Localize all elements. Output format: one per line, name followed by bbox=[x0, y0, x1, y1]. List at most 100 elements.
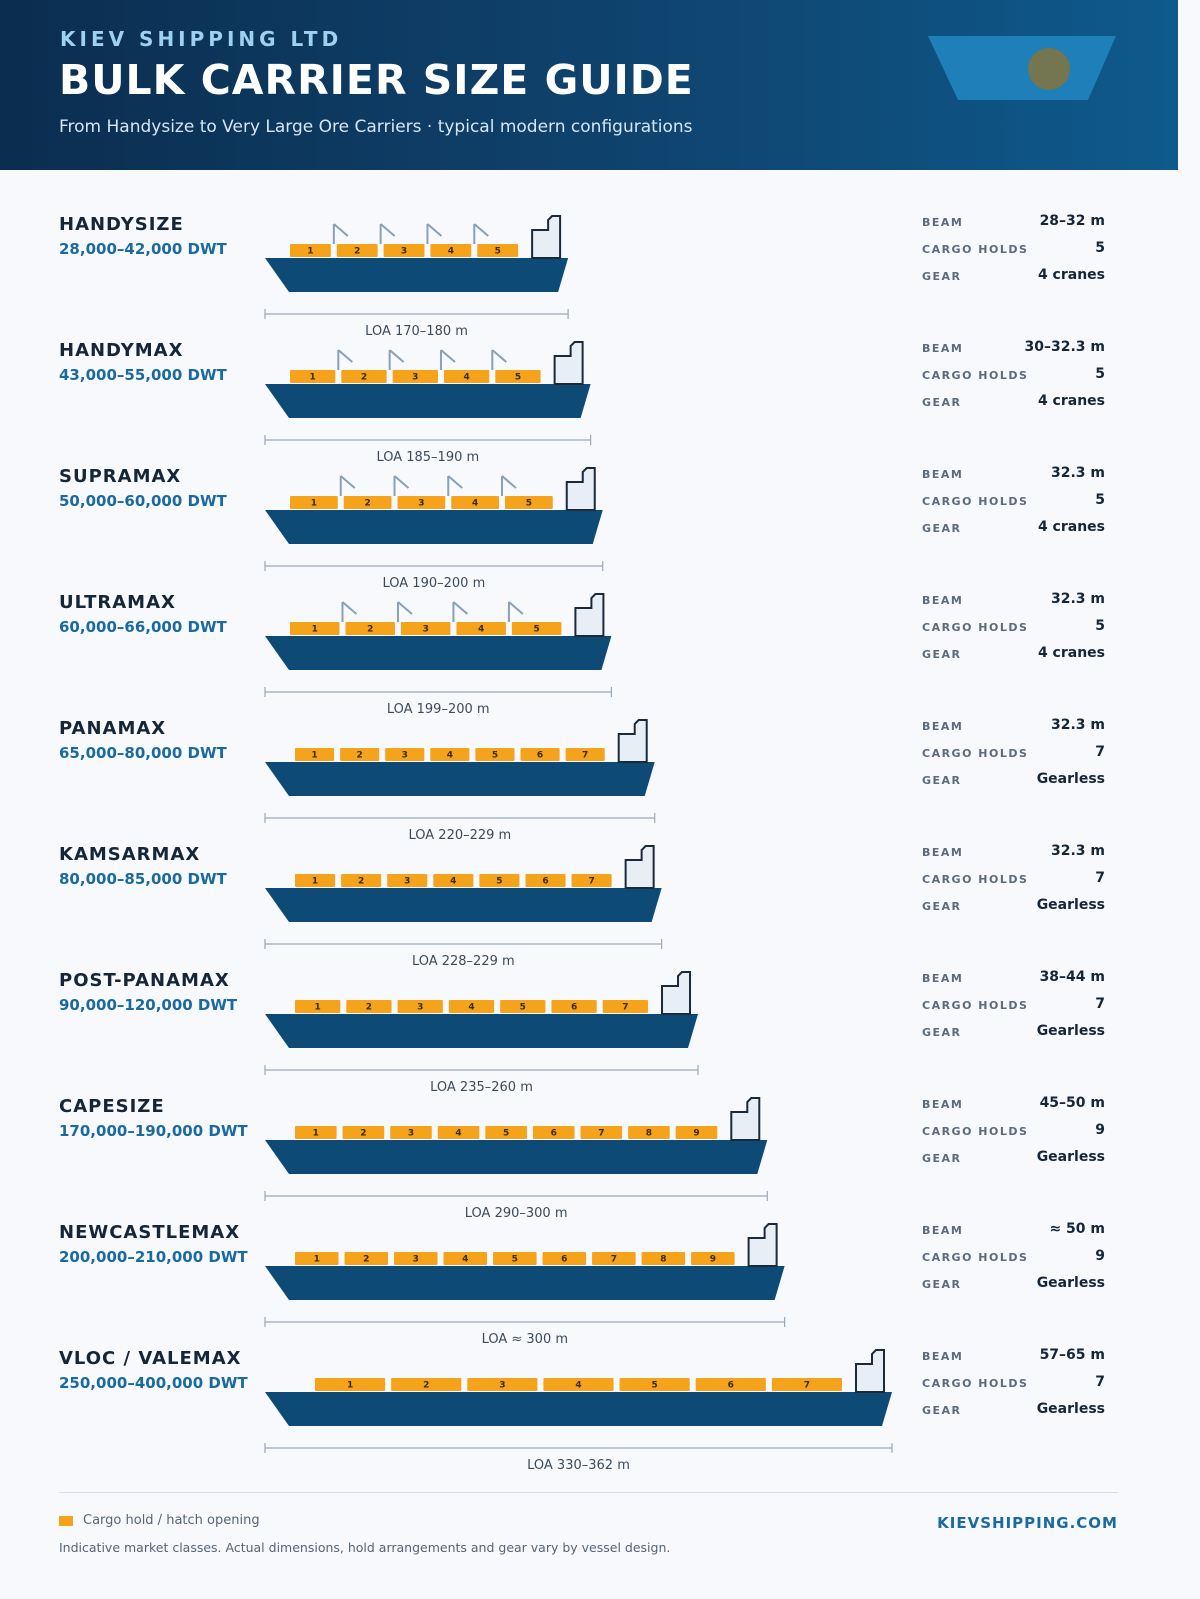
cargo-hold bbox=[532, 1126, 575, 1139]
cargo-hold bbox=[571, 874, 612, 887]
spec-value-beam: 32.3 m bbox=[1050, 717, 1105, 733]
cargo-hold bbox=[345, 622, 395, 635]
hold-number-label: 7 bbox=[622, 1003, 628, 1013]
cargo-hold bbox=[387, 874, 428, 887]
crane-jib bbox=[473, 223, 489, 237]
spec-value-gear: 4 cranes bbox=[1037, 519, 1105, 535]
hold-number-label: 3 bbox=[413, 1255, 419, 1265]
crane-jib bbox=[501, 475, 517, 489]
cargo-hold bbox=[551, 1000, 597, 1013]
hold-number-label: 1 bbox=[311, 751, 317, 761]
cargo-hold bbox=[343, 496, 392, 509]
vessel-dwt-range: 90,000–120,000 DWT bbox=[59, 996, 238, 1014]
spec-label-gear: GEAR bbox=[922, 396, 962, 409]
bridge-superstructure bbox=[553, 341, 584, 385]
vessel-class-name: VLOC / VALEMAX bbox=[59, 1348, 242, 1369]
hold-number-label: 2 bbox=[423, 1381, 429, 1391]
spec-label-gear: GEAR bbox=[922, 648, 962, 661]
cargo-hold bbox=[295, 1126, 337, 1139]
cargo-hold bbox=[336, 244, 378, 257]
hull-shape bbox=[265, 384, 591, 418]
spec-value-beam: 32.3 m bbox=[1050, 591, 1105, 607]
header-banner: KIEV SHIPPING LTD BULK CARRIER SIZE GUID… bbox=[0, 0, 1178, 170]
spec-value-holds: 7 bbox=[1095, 744, 1105, 760]
cargo-hold bbox=[525, 874, 566, 887]
cargo-hold bbox=[430, 244, 472, 257]
bridge-superstructure bbox=[661, 971, 692, 1015]
loa-label: LOA 290–300 m bbox=[465, 1206, 568, 1221]
cargo-hold bbox=[400, 622, 451, 635]
spec-label-beam: BEAM bbox=[922, 1350, 964, 1363]
cargo-hold bbox=[485, 1126, 527, 1139]
vessel-class-name: KAMSARMAX bbox=[59, 844, 201, 865]
spec-value-beam: 57–65 m bbox=[1039, 1347, 1105, 1363]
footnote: Indicative market classes. Actual dimens… bbox=[59, 1540, 671, 1555]
cargo-hold bbox=[448, 1000, 495, 1013]
crane-jib bbox=[452, 601, 469, 615]
brand-name: KIEV SHIPPING LTD bbox=[60, 27, 343, 51]
spec-label-holds: CARGO HOLDS bbox=[922, 369, 1029, 382]
hold-number-label: 2 bbox=[367, 625, 373, 635]
footer-divider bbox=[59, 1492, 1118, 1493]
crane-jib bbox=[447, 475, 463, 489]
crane-jib bbox=[379, 223, 396, 237]
hold-number-label: 5 bbox=[526, 499, 532, 509]
cargo-hold bbox=[520, 748, 560, 761]
vessel-dwt-range: 170,000–190,000 DWT bbox=[59, 1122, 248, 1140]
crane-jib bbox=[337, 349, 353, 363]
crane-jib bbox=[397, 601, 413, 615]
cargo-hold bbox=[451, 496, 499, 509]
cargo-hold bbox=[391, 1378, 462, 1391]
cargo-hold bbox=[691, 1252, 735, 1265]
hold-number-label: 3 bbox=[404, 877, 410, 887]
spec-value-beam: 45–50 m bbox=[1039, 1095, 1105, 1111]
crane-jib bbox=[508, 601, 524, 615]
spec-label-gear: GEAR bbox=[922, 1278, 962, 1291]
cargo-hold bbox=[295, 1000, 341, 1013]
crane-jib bbox=[340, 475, 356, 489]
loa-label: LOA ≈ 300 m bbox=[482, 1332, 568, 1347]
hold-number-label: 6 bbox=[551, 1129, 557, 1139]
spec-value-beam: ≈ 50 m bbox=[1049, 1221, 1105, 1237]
spec-value-beam: 32.3 m bbox=[1050, 465, 1105, 481]
spec-value-holds: 7 bbox=[1095, 996, 1105, 1012]
cargo-hold bbox=[675, 1126, 718, 1139]
website-link[interactable]: KIEVSHIPPING.COM bbox=[937, 1514, 1118, 1532]
spec-label-beam: BEAM bbox=[922, 468, 964, 481]
legend-hold-swatch bbox=[59, 1516, 73, 1526]
cargo-hold bbox=[443, 1252, 488, 1265]
cargo-hold bbox=[437, 1126, 480, 1139]
cargo-hold bbox=[390, 1126, 432, 1139]
hold-number-label: 4 bbox=[575, 1381, 581, 1391]
hold-number-label: 7 bbox=[804, 1381, 810, 1391]
hold-number-label: 4 bbox=[472, 499, 478, 509]
hold-number-label: 1 bbox=[307, 247, 313, 257]
hold-number-label: 1 bbox=[312, 625, 318, 635]
spec-value-gear: 4 cranes bbox=[1037, 645, 1105, 661]
hold-number-label: 2 bbox=[357, 751, 363, 761]
cargo-hold bbox=[315, 1378, 386, 1391]
spec-value-holds: 9 bbox=[1095, 1248, 1105, 1264]
cargo-hold bbox=[619, 1378, 690, 1391]
hold-number-label: 1 bbox=[311, 499, 317, 509]
hold-number-label: 6 bbox=[728, 1381, 734, 1391]
hold-number-label: 2 bbox=[361, 373, 367, 383]
bridge-superstructure bbox=[624, 845, 655, 889]
cargo-hold bbox=[290, 370, 336, 383]
hull-shape bbox=[265, 1014, 699, 1048]
spec-value-holds: 5 bbox=[1095, 492, 1105, 508]
spec-label-gear: GEAR bbox=[922, 522, 962, 535]
hold-number-label: 3 bbox=[408, 1129, 414, 1139]
spec-value-holds: 5 bbox=[1095, 366, 1105, 382]
hull-shape bbox=[265, 888, 662, 922]
vessel-dwt-range: 80,000–85,000 DWT bbox=[59, 870, 227, 888]
hold-number-label: 3 bbox=[423, 625, 429, 635]
spec-label-beam: BEAM bbox=[922, 720, 964, 733]
vessel-dwt-range: 28,000–42,000 DWT bbox=[59, 240, 227, 258]
hold-number-label: 1 bbox=[315, 1003, 321, 1013]
hull-shape bbox=[265, 1392, 892, 1426]
cargo-hold bbox=[542, 1252, 587, 1265]
spec-label-beam: BEAM bbox=[922, 216, 964, 229]
spec-value-beam: 32.3 m bbox=[1050, 843, 1105, 859]
hold-number-label: 3 bbox=[418, 499, 424, 509]
